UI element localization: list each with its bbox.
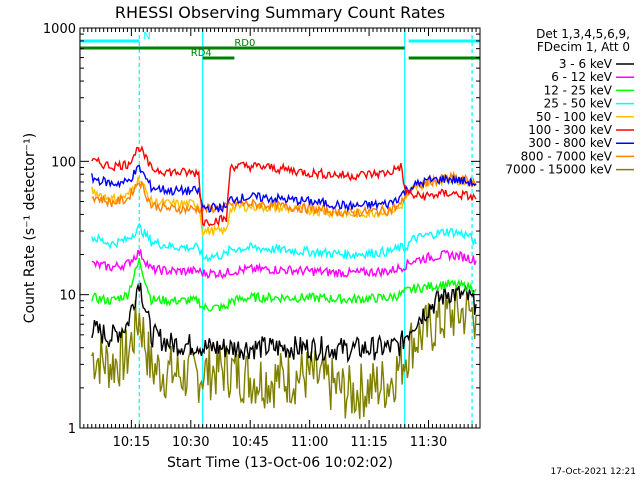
y-tick-label-10: 10 (59, 289, 76, 304)
legend: Det 1,3,4,5,6,9, FDecim 1, Att 0 3 - 6 k… (505, 27, 634, 177)
chart-title: RHESSI Observing Summary Count Rates (115, 3, 445, 22)
legend-label-25-50-kev: 25 - 50 keV (544, 97, 613, 111)
y-tick-label-100: 100 (51, 155, 76, 170)
x-tick-label-11-15: 11:15 (350, 435, 387, 450)
series-line-6-12-kev (91, 249, 477, 280)
annotation-label-rd0: RD0 (234, 38, 255, 49)
series-line-12-25-kev (91, 258, 477, 312)
series-line-300-800-kev (91, 164, 477, 213)
legend-label-300-800-kev: 300 - 800 keV (528, 136, 612, 150)
legend-label-50-100-kev: 50 - 100 keV (536, 110, 613, 124)
legend-label-6-12-kev: 6 - 12 keV (551, 70, 613, 84)
x-tick-label-10-15: 10:15 (113, 435, 150, 450)
y-axis-label: Count Rate (s⁻¹ detector⁻¹) (22, 133, 38, 323)
timestamp: 17-Oct-2021 12:21 (551, 467, 636, 477)
series-line-3-6-kev (91, 282, 477, 364)
x-tick-label-10-30: 10:30 (172, 435, 209, 450)
x-axis-label: Start Time (13-Oct-06 10:02:02) (167, 455, 393, 471)
x-axis: 10:15 10:30 10:45 11:00 11:15 11:30 (83, 28, 481, 450)
y-tick-label-1000: 1000 (43, 22, 76, 37)
legend-label-7000-15000-kev: 7000 - 15000 keV (505, 163, 612, 177)
x-tick-label-11-00: 11:00 (291, 435, 328, 450)
series-line-25-50-kev (91, 222, 477, 263)
legend-label-100-300-kev: 100 - 300 keV (528, 123, 612, 137)
series-line-100-300-kev (91, 145, 477, 227)
annotation-label-n: N (143, 31, 150, 42)
x-tick-label-10-45: 10:45 (231, 435, 268, 450)
legend-label-3-6-kev: 3 - 6 keV (559, 57, 613, 71)
series-line-800-7000-kev (91, 170, 477, 218)
legend-label-800-7000-kev: 800 - 7000 keV (521, 149, 613, 163)
series-line-7000-15000-kev (91, 286, 477, 419)
y-tick-label-1: 1 (68, 422, 76, 437)
y-axis: 1 10 100 1000 (43, 22, 480, 437)
plot-area: N RD0 RD4 (79, 28, 480, 428)
legend-header-line-2: FDecim 1, Att 0 (537, 40, 630, 54)
legend-label-12-25-kev: 12 - 25 keV (544, 83, 613, 97)
legend-header-line-1: Det 1,3,4,5,6,9, (536, 27, 630, 41)
annotation-label-rd4: RD4 (191, 48, 212, 59)
x-tick-label-11-30: 11:30 (410, 435, 447, 450)
plot-frame (79, 27, 481, 429)
